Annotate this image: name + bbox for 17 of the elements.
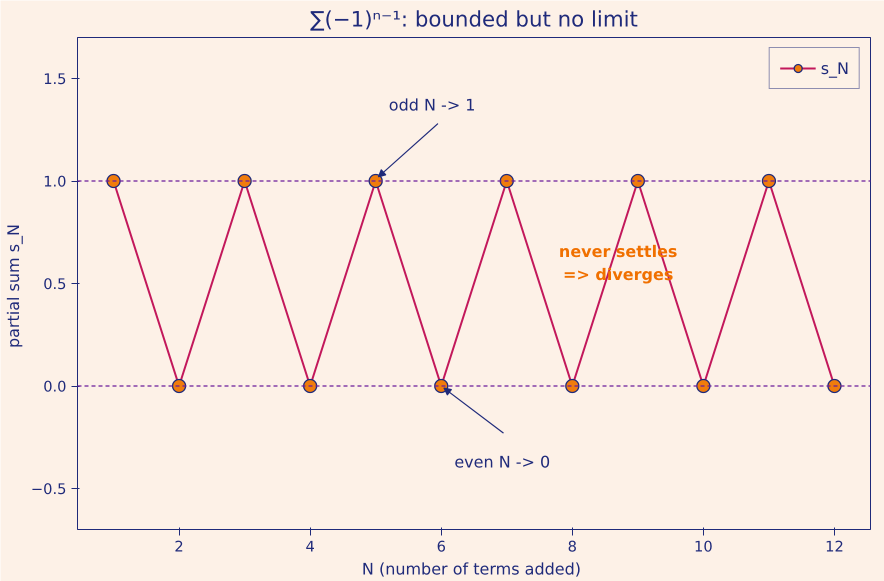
- y-axis-title: partial sum s_N: [4, 224, 23, 348]
- chart-title: ∑(−1)ⁿ⁻¹: bounded but no limit: [310, 8, 638, 32]
- x-tick-label: 6: [436, 538, 446, 556]
- x-tick-label: 2: [174, 538, 184, 556]
- x-tick-label: 12: [825, 538, 844, 556]
- y-tick-label: 1.5: [43, 71, 67, 88]
- annotation: even N -> 0: [454, 452, 550, 472]
- y-tick-label: 0.0: [43, 378, 67, 396]
- x-axis-title: N (number of terms added): [362, 560, 582, 578]
- y-tick-label: 0.5: [43, 276, 67, 293]
- y-tick-label: −0.5: [30, 481, 67, 498]
- x-tick-label: 4: [305, 538, 315, 556]
- y-tick-label: 1.0: [43, 174, 67, 190]
- x-tick-label: 10: [694, 538, 713, 556]
- annotation: odd N -> 1: [388, 96, 476, 115]
- legend-label: s_N: [820, 58, 849, 78]
- x-tick-label: 8: [568, 538, 577, 556]
